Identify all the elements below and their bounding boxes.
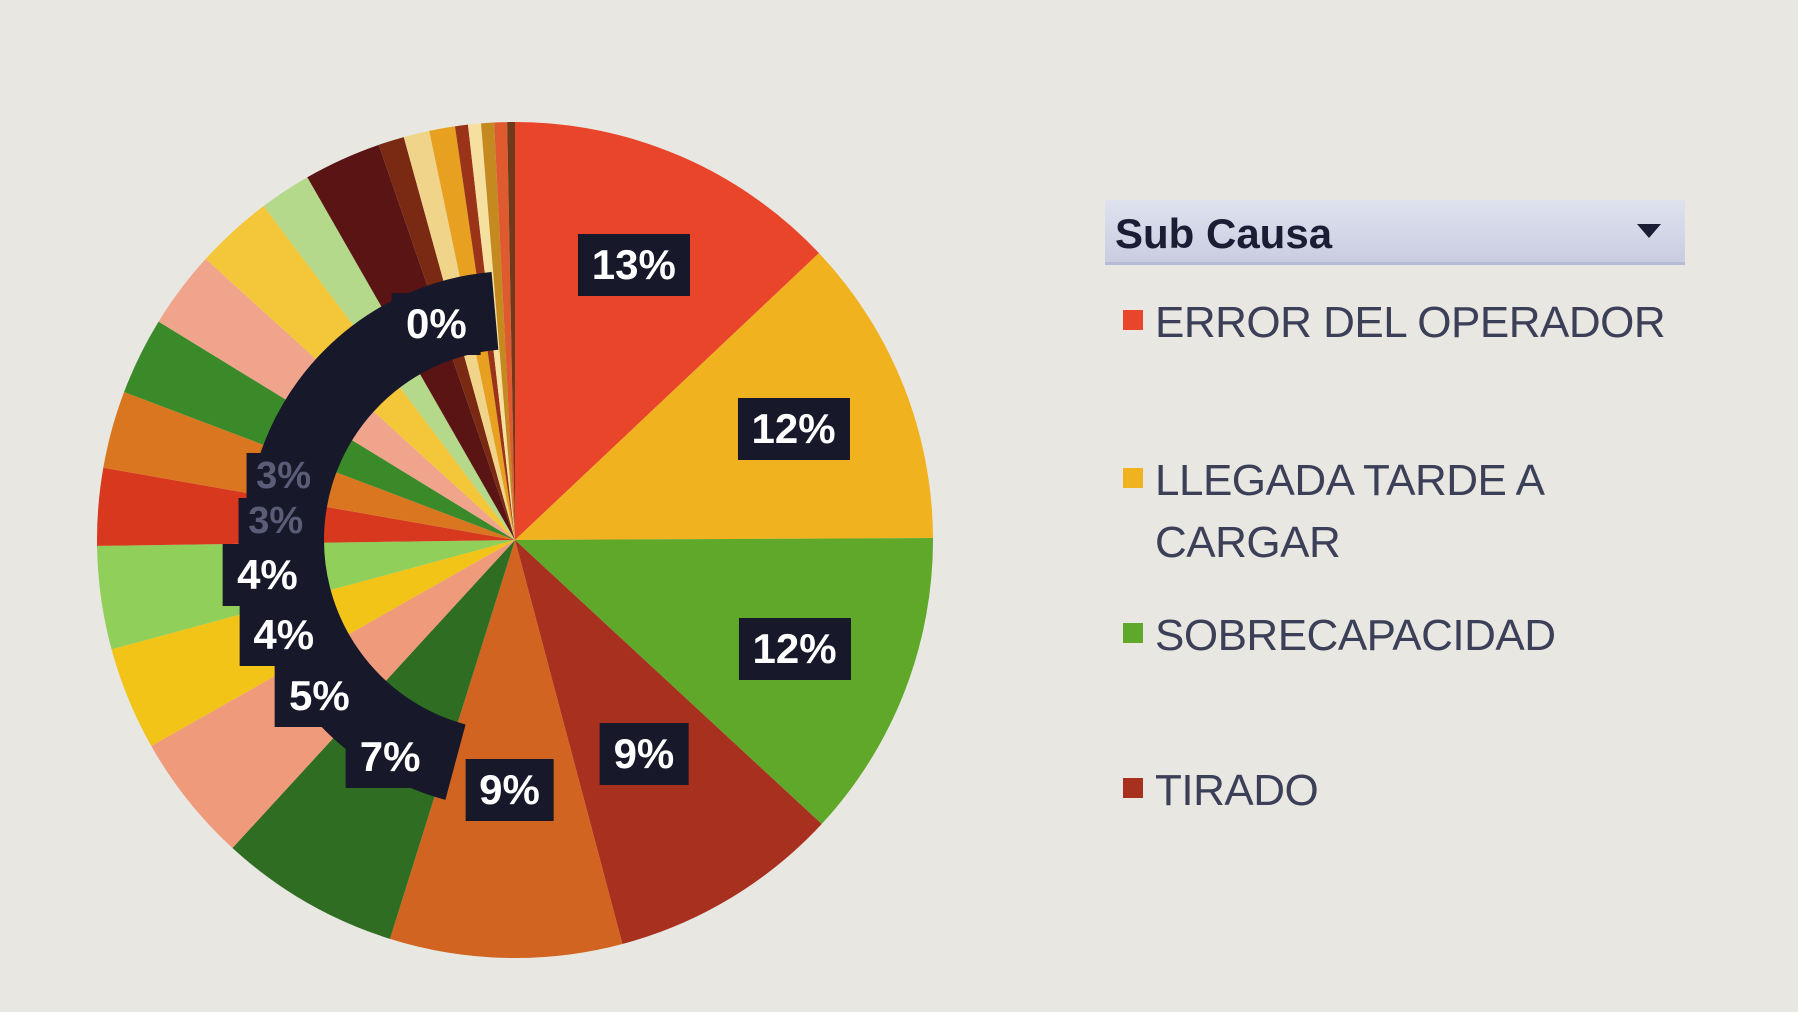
data-label: 9% <box>599 723 689 786</box>
legend-item-tirado: TIRADO <box>1123 760 1319 822</box>
data-label: 4% <box>239 604 329 667</box>
data-label: 4% <box>223 543 312 606</box>
legend-label: ERROR DEL OPERADOR <box>1155 298 1666 347</box>
legend-label: TIRADO <box>1155 766 1319 815</box>
pie-slice <box>480 122 515 541</box>
data-label: 12% <box>737 397 850 460</box>
legend-swatch <box>1123 310 1143 330</box>
legend: Sub Causa ERROR DEL OPERADOR LLEGADA TAR… <box>1105 200 1685 815</box>
data-label: 9% <box>465 758 554 821</box>
chevron-down-icon[interactable] <box>1637 224 1661 238</box>
legend-swatch <box>1123 623 1143 643</box>
data-label: 7% <box>345 725 435 788</box>
legend-label: SOBRECAPACIDAD <box>1155 611 1556 660</box>
legend-item-error-del-operador: ERROR DEL OPERADOR <box>1123 292 1666 354</box>
pie-slice <box>515 253 933 540</box>
pie-slice <box>515 538 933 825</box>
pie-slice <box>515 122 820 540</box>
legend-item-sobrecapacidad: SOBRECAPACIDAD <box>1123 605 1556 667</box>
pie-slice <box>494 122 515 540</box>
data-label: 13% <box>577 233 690 296</box>
data-label: 0% <box>391 292 481 355</box>
data-label: 3% <box>238 497 314 544</box>
legend-item-llegada-tarde: LLEGADA TARDE A CARGAR <box>1123 450 1603 574</box>
legend-swatch <box>1123 468 1143 488</box>
data-label: 5% <box>274 664 364 727</box>
data-label: 3% <box>246 453 322 500</box>
legend-swatch <box>1123 778 1143 798</box>
pie-slice <box>507 122 515 540</box>
legend-title: Sub Causa <box>1115 210 1333 257</box>
legend-filter-dropdown[interactable]: Sub Causa <box>1105 200 1685 265</box>
pie-slice <box>389 540 623 958</box>
legend-label: LLEGADA TARDE A CARGAR <box>1155 456 1543 567</box>
data-label: 12% <box>738 617 851 680</box>
